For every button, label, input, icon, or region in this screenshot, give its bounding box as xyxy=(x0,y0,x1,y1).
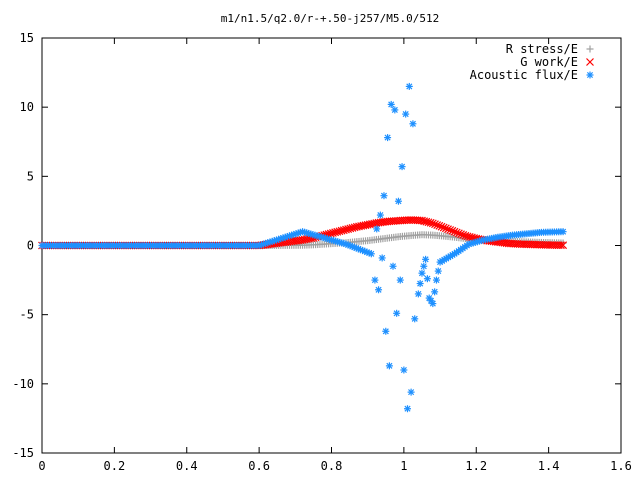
x-tick-label: 0.2 xyxy=(104,459,126,473)
chart-marks xyxy=(38,82,568,413)
legend-label: R stress/E xyxy=(506,42,578,56)
data-point xyxy=(378,254,386,262)
x-tick-label: 1.4 xyxy=(538,459,560,473)
x-tick-label: 0.4 xyxy=(176,459,198,473)
y-tick-label: 0 xyxy=(27,239,34,253)
data-point xyxy=(393,309,401,317)
y-tick-label: -10 xyxy=(12,377,34,391)
data-point xyxy=(559,241,568,250)
data-point xyxy=(403,405,411,413)
data-point xyxy=(431,220,439,229)
data-point xyxy=(394,197,402,205)
data-point xyxy=(376,211,384,219)
data-point xyxy=(423,275,431,283)
chart-title: m1/n1.5/q2.0/r-+.50-j257/M5.0/512 xyxy=(221,12,440,25)
x-tick-label: 1 xyxy=(400,459,407,473)
data-point xyxy=(384,134,392,142)
data-point xyxy=(444,225,452,234)
y-tick-label: -15 xyxy=(12,446,34,460)
series-3 xyxy=(38,82,567,413)
data-point xyxy=(400,366,408,374)
data-point xyxy=(382,327,390,335)
x-tick-label: 0 xyxy=(38,459,45,473)
data-point xyxy=(418,269,426,277)
data-point xyxy=(448,226,457,235)
data-point xyxy=(402,110,410,118)
axes: 0 0.2 0.4 0.6 0.8 1 1.2 1.4 1.6 -15 -10 -5 0 5 10 15 xyxy=(12,31,632,473)
data-point xyxy=(439,223,448,232)
data-point xyxy=(380,192,388,200)
data-point xyxy=(367,250,375,258)
data-point xyxy=(431,288,439,296)
y-tick-label: 5 xyxy=(27,169,34,183)
data-point xyxy=(435,221,444,230)
legend-label: Acoustic flux/E xyxy=(470,68,578,82)
data-point xyxy=(437,222,446,231)
legend-marker xyxy=(586,45,594,53)
data-point xyxy=(373,225,381,233)
data-point xyxy=(371,276,379,284)
data-point xyxy=(454,229,463,238)
x-tick-label: 1.2 xyxy=(465,459,487,473)
data-point xyxy=(432,276,440,284)
data-point xyxy=(433,221,442,229)
data-point xyxy=(559,228,567,236)
legend-label: G work/E xyxy=(520,55,578,69)
data-point xyxy=(405,82,413,90)
y-tick-label: 10 xyxy=(20,100,34,114)
data-point xyxy=(459,231,468,239)
data-point xyxy=(387,100,395,108)
data-point xyxy=(385,362,393,370)
data-point xyxy=(416,280,424,288)
data-point xyxy=(434,267,442,275)
data-point xyxy=(426,218,435,227)
data-point xyxy=(375,286,383,294)
data-point xyxy=(409,120,417,128)
data-point xyxy=(422,255,430,263)
data-point xyxy=(557,241,565,250)
y-tick-label: -5 xyxy=(20,308,34,322)
data-point xyxy=(411,315,419,323)
data-point xyxy=(452,228,461,237)
data-point xyxy=(428,219,437,228)
data-point xyxy=(389,262,397,270)
data-point xyxy=(414,290,422,298)
data-point xyxy=(429,300,437,308)
data-point xyxy=(457,230,465,239)
y-tick-label: 15 xyxy=(20,31,34,45)
data-point xyxy=(441,224,450,233)
data-point xyxy=(450,227,459,236)
x-tick-label: 0.6 xyxy=(248,459,270,473)
x-tick-label: 0.8 xyxy=(321,459,343,473)
data-point xyxy=(398,163,406,171)
x-tick-label: 1.6 xyxy=(610,459,632,473)
data-point xyxy=(396,276,404,284)
legend-marker xyxy=(586,71,594,79)
legend-marker xyxy=(586,58,594,66)
data-point xyxy=(407,388,415,396)
data-point xyxy=(420,262,428,270)
data-point xyxy=(446,226,455,234)
data-point xyxy=(391,106,399,114)
